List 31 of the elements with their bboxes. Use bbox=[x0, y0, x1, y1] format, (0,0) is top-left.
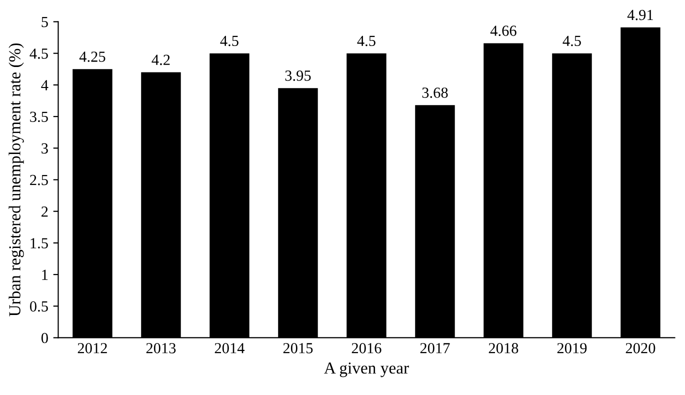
y-tick-label: 2 bbox=[42, 206, 48, 217]
x-tick-label: 2019 bbox=[557, 343, 587, 354]
data-label: 4.5 bbox=[357, 36, 376, 46]
y-tick-label: 1 bbox=[42, 270, 48, 280]
data-label: 4.91 bbox=[627, 10, 653, 20]
x-tick-label: 2020 bbox=[626, 343, 656, 354]
y-tick-label: 3.5 bbox=[30, 112, 48, 122]
y-tick-label: 0.5 bbox=[30, 301, 48, 312]
data-label: 4.25 bbox=[79, 52, 106, 62]
x-tick-label: 2014 bbox=[214, 343, 245, 354]
data-label: 4.5 bbox=[562, 36, 581, 46]
data-label: 4.66 bbox=[490, 26, 516, 36]
x-tick-label: 2018 bbox=[488, 343, 518, 354]
y-tick-label: 0 bbox=[41, 332, 48, 344]
data-label: 4.5 bbox=[220, 36, 238, 46]
data-label: 4.2 bbox=[152, 54, 170, 66]
x-tick-label: 2016 bbox=[352, 343, 382, 354]
y-tick-label: 2.5 bbox=[30, 174, 48, 186]
y-tick-label: 4 bbox=[41, 80, 48, 90]
y-tick-label: 3 bbox=[42, 143, 48, 154]
x-tick-label: 2015 bbox=[283, 343, 313, 354]
x-tick-label: 2013 bbox=[146, 343, 176, 354]
y-tick-label: 5 bbox=[42, 17, 48, 28]
data-label: 3.95 bbox=[285, 70, 311, 81]
y-axis-title: Urban registered unemployment rate (%) bbox=[8, 43, 24, 316]
x-tick-label: 2012 bbox=[78, 343, 107, 354]
data-label: 3.68 bbox=[422, 88, 448, 98]
y-tick-label: 1.5 bbox=[30, 238, 48, 248]
y-tick-label: 4.5 bbox=[30, 48, 48, 59]
x-tick-label: 2017 bbox=[420, 343, 450, 354]
x-axis-title: A given year bbox=[324, 362, 409, 378]
